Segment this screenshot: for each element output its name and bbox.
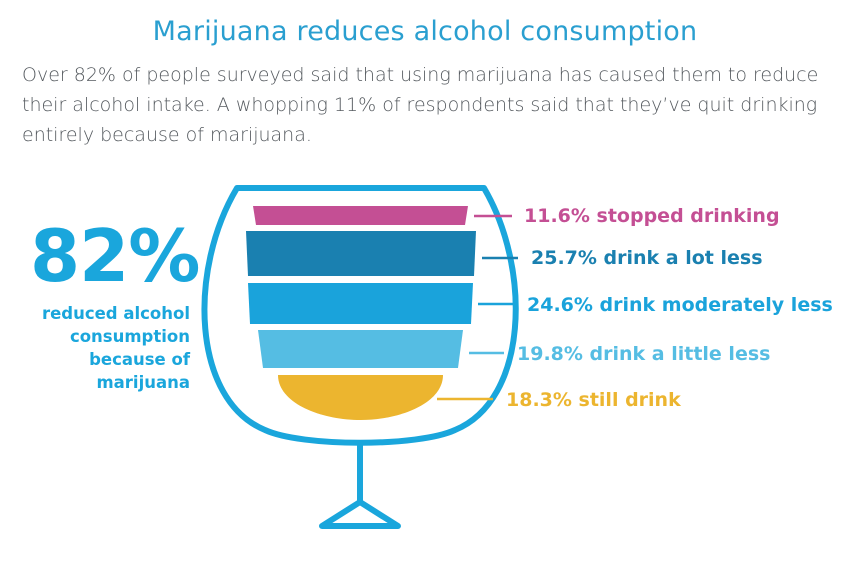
segment-label: 18.3% still drink <box>506 389 681 411</box>
intro-paragraph: Over 82% of people surveyed said that us… <box>22 64 819 146</box>
glass-base <box>319 499 401 529</box>
segment-drink-a-little-less <box>258 330 463 368</box>
segment-label: 25.7% drink a lot less <box>531 247 763 269</box>
segment-label: 19.8% drink a little less <box>517 343 770 365</box>
highlight-caption: reduced alcohol consumption because of m… <box>41 304 190 392</box>
segment-label: 24.6% drink moderately less <box>527 294 833 316</box>
page-title: Marijuana reduces alcohol consumption <box>152 16 698 47</box>
segment-still-drink <box>278 375 443 420</box>
segment-stopped-drinking <box>253 206 468 225</box>
segment-drink-a-lot-less <box>246 231 476 276</box>
glass-bowl-outline <box>201 185 519 446</box>
segment-label: 11.6% stopped drinking <box>524 205 780 227</box>
segment-drink-moderately-less <box>248 283 473 324</box>
highlight-percentage: 82% <box>30 214 200 298</box>
